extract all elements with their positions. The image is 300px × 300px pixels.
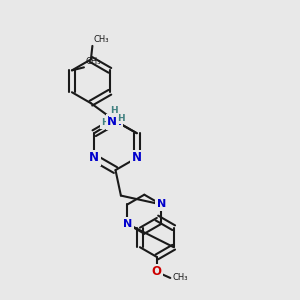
Text: N: N	[89, 151, 99, 164]
Text: N: N	[107, 115, 117, 128]
Text: N: N	[157, 200, 166, 209]
Text: N: N	[111, 115, 122, 128]
Text: N: N	[132, 151, 142, 164]
Text: O: O	[152, 266, 162, 278]
Text: H: H	[101, 118, 109, 127]
Text: N: N	[123, 219, 132, 229]
Text: H: H	[110, 106, 118, 116]
Text: CH₃: CH₃	[94, 35, 109, 44]
Text: N: N	[110, 114, 121, 128]
Text: CH₃: CH₃	[172, 274, 188, 283]
Text: H: H	[117, 114, 125, 123]
Text: CH₃: CH₃	[86, 56, 101, 65]
